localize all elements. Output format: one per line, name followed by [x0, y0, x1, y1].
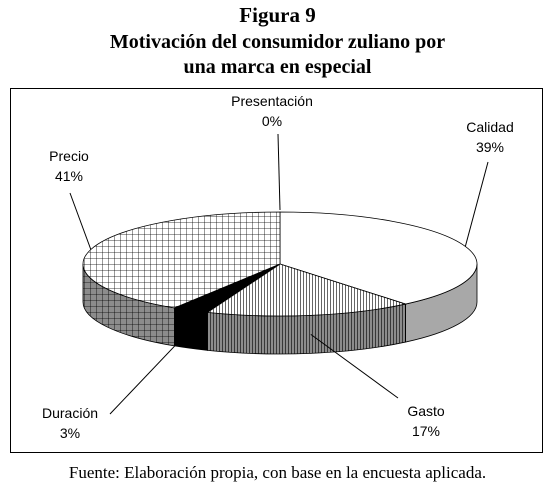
leader-line-presentacion — [277, 133, 281, 211]
figure-title-line-1: Motivación del consumidor zuliano por — [109, 31, 446, 53]
pie-side-duracion — [174, 307, 208, 351]
pie-sides — [82, 263, 478, 355]
leader-line-precio — [69, 192, 92, 250]
slice-label-duracion: Duración — [42, 405, 98, 421]
slice-value-precio: 41% — [55, 168, 83, 184]
label-leaders — [69, 133, 489, 415]
pie-slice-precio — [82, 211, 281, 309]
slice-label-presentacion: Presentación — [231, 93, 313, 109]
slice-labels: Calidad 39% Gasto 17% Duración 3% Precio 41% Pre… — [42, 93, 514, 441]
leader-line-calidad — [464, 161, 489, 247]
slice-value-presentacion: 0% — [262, 113, 282, 129]
leader-line-duracion — [109, 328, 191, 415]
chart-frame — [10, 88, 543, 453]
slice-label-calidad: Calidad — [466, 119, 513, 135]
pie-slices — [82, 211, 478, 317]
slice-value-duracion: 3% — [60, 425, 80, 441]
slice-label-precio: Precio — [49, 148, 89, 164]
figure-title-line-2: una marca en especial — [183, 56, 372, 78]
leader-line-gasto — [310, 333, 399, 399]
figure-label: Figura 9 — [239, 3, 316, 27]
slice-label-gasto: Gasto — [407, 403, 445, 419]
source-note: Fuente: Elaboración propia, con base en … — [68, 463, 487, 482]
pie-slice-gasto — [206, 263, 408, 317]
figure-title: Motivación del consumidor zuliano por un… — [0, 30, 555, 80]
slice-value-gasto: 17% — [412, 423, 440, 439]
slice-value-calidad: 39% — [476, 139, 504, 155]
